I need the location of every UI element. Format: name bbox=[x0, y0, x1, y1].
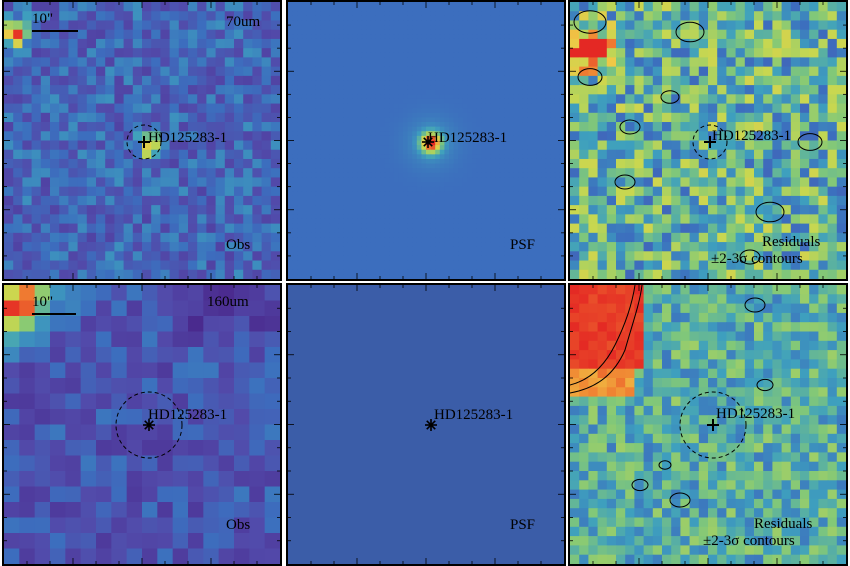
band-label: 70um bbox=[226, 14, 261, 30]
panel-type-label: Residuals bbox=[762, 234, 821, 250]
psf-70um-panel: HD125283-1 PSF bbox=[286, 0, 566, 281]
source-label: HD125283-1 bbox=[428, 130, 508, 146]
obs-70um-image bbox=[4, 2, 280, 279]
source-plus-marker bbox=[138, 136, 150, 148]
residuals-160um-panel: HD125283-1 Residuals ±2-3σ contours bbox=[568, 283, 848, 566]
axis-ticks bbox=[4, 285, 280, 564]
panel-type-label: Obs bbox=[226, 237, 251, 253]
residuals-70um-panel: HD125283-1 Residuals ±2-3σ contours bbox=[568, 0, 848, 281]
panel-type-label: Obs bbox=[226, 517, 251, 533]
source-star-marker bbox=[143, 419, 155, 431]
residuals-160um-image bbox=[570, 285, 846, 564]
obs-160um-panel: 10" 160um HD125283-1 Obs bbox=[2, 283, 282, 566]
contour-label: ±2-3σ contours bbox=[703, 533, 795, 549]
aperture-circle bbox=[692, 124, 728, 160]
psf-160um-image bbox=[288, 285, 564, 564]
aperture-circle bbox=[679, 391, 747, 459]
source-label: HD125283-1 bbox=[716, 406, 796, 422]
aperture-circle bbox=[115, 391, 183, 459]
obs-160um-image bbox=[4, 285, 280, 564]
contour-lines bbox=[570, 285, 774, 508]
source-label: HD125283-1 bbox=[148, 407, 228, 423]
residuals-70um-image bbox=[570, 2, 846, 279]
panel-type-label: PSF bbox=[510, 237, 536, 253]
panel-type-label: PSF bbox=[510, 517, 536, 533]
scale-bar-label: 10" bbox=[32, 11, 54, 27]
axis-ticks bbox=[570, 2, 846, 279]
axis-ticks bbox=[288, 2, 564, 279]
axis-ticks bbox=[288, 285, 564, 564]
source-star-marker bbox=[425, 419, 437, 431]
contour-lines bbox=[573, 10, 823, 265]
source-label: HD125283-1 bbox=[148, 130, 228, 146]
psf-70um-image bbox=[288, 2, 564, 279]
source-label: HD125283-1 bbox=[712, 128, 792, 144]
source-plus-marker bbox=[704, 136, 716, 148]
source-star-marker bbox=[422, 136, 434, 148]
axis-ticks bbox=[4, 2, 280, 279]
axis-ticks bbox=[570, 285, 846, 564]
scale-bar-label: 10" bbox=[32, 294, 54, 310]
source-plus-marker bbox=[707, 419, 719, 431]
band-label: 160um bbox=[207, 294, 249, 310]
source-label: HD125283-1 bbox=[434, 407, 514, 423]
panel-type-label: Residuals bbox=[754, 516, 813, 532]
psf-160um-panel: HD125283-1 PSF bbox=[286, 283, 566, 566]
aperture-circle bbox=[126, 124, 162, 160]
contour-label: ±2-3σ contours bbox=[711, 251, 803, 267]
obs-70um-panel: 10" 70um HD125283-1 Obs bbox=[2, 0, 282, 281]
